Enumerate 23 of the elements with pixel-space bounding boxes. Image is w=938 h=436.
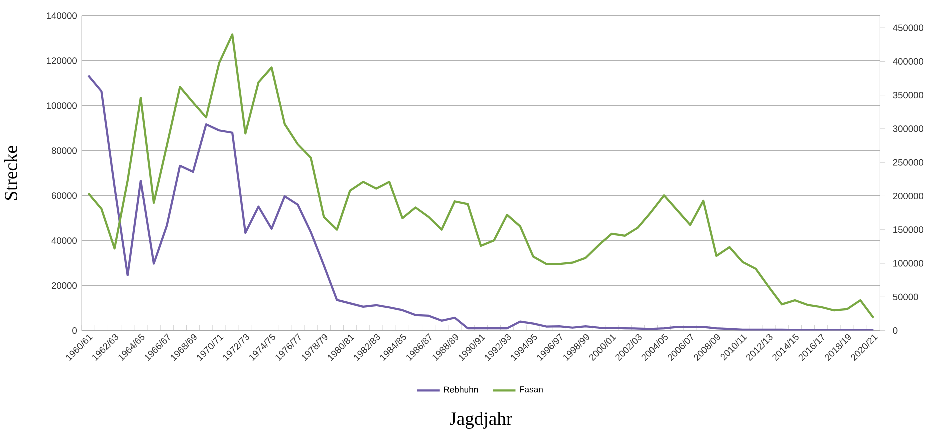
y-tick-label: 120000 — [47, 57, 78, 64]
y-axis-title: Strecke — [4, 146, 18, 200]
x-axis-title: Jagdjahr — [450, 412, 512, 429]
line-series — [88, 34, 875, 319]
y2-tick-label: 100000 — [894, 260, 924, 267]
legend-label: Fasan — [520, 386, 543, 392]
y-tick-label: 40000 — [52, 237, 78, 244]
y2-tick-label: 350000 — [893, 92, 924, 98]
y-tick-label: 100000 — [47, 102, 78, 109]
y2-tick-label: 400000 — [893, 58, 924, 65]
y2-tick-label: 50000 — [893, 294, 918, 300]
y-tick-label: 140000 — [47, 12, 78, 20]
y-tick-label: 60000 — [52, 192, 78, 199]
y2-tick-label: 0 — [893, 327, 898, 334]
y2-tick-label: 200000 — [893, 192, 924, 200]
y-tick-label: 0 — [72, 327, 78, 334]
y-tick-label: 20000 — [52, 282, 78, 289]
y2-tick-label: 450000 — [893, 24, 924, 32]
y-tick-label: 80000 — [52, 147, 78, 154]
y2-tick-label: 150000 — [894, 226, 924, 233]
legend-label: Rebhuhn — [444, 386, 478, 393]
y2-tick-label: 250000 — [893, 159, 924, 166]
y2-tick-label: 300000 — [893, 125, 924, 132]
